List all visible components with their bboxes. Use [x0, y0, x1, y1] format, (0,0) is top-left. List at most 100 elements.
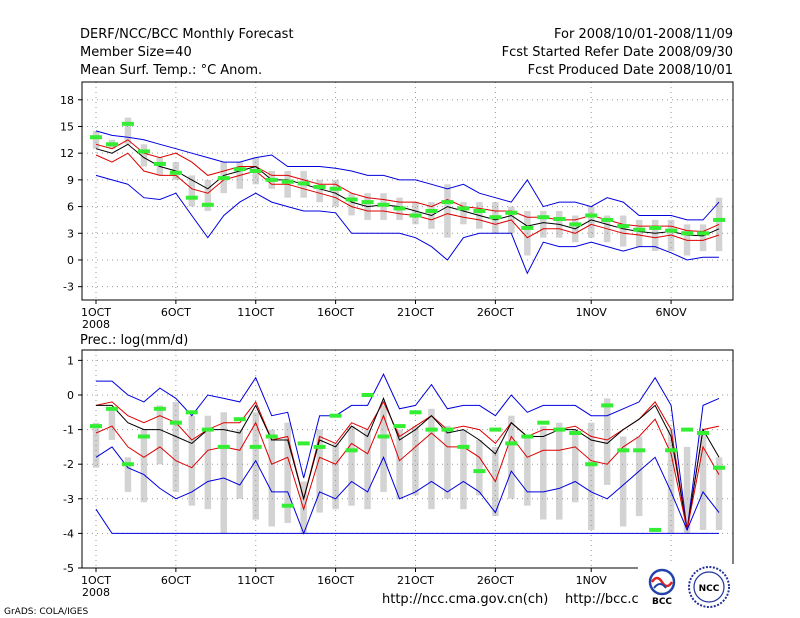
ensemble-box: [460, 202, 467, 225]
ensemble-box: [268, 429, 275, 527]
ensemble-box: [699, 224, 707, 252]
y-tick-label: 0: [67, 254, 74, 267]
x-tick-label: 11OCT: [237, 574, 274, 587]
ensemble-box: [172, 401, 180, 492]
observed-marker: [713, 217, 725, 222]
observed-marker: [713, 465, 725, 470]
observed-marker: [457, 206, 470, 211]
ensemble-box: [204, 179, 212, 211]
series-max-line: [96, 373, 720, 530]
x-tick-label: 21OCT: [397, 306, 434, 319]
observed-marker: [601, 403, 614, 408]
ensemble-box: [715, 197, 723, 252]
observed-marker: [377, 434, 390, 439]
ensemble-box: [412, 202, 419, 225]
ensemble-box: [92, 130, 100, 149]
observed-marker: [569, 222, 582, 227]
ensemble-box: [220, 412, 227, 534]
ensemble-box: [540, 426, 547, 520]
observed-marker: [281, 503, 294, 508]
x-tick-label: 1OCT: [81, 306, 111, 319]
ensemble-box: [188, 175, 196, 207]
ensemble-box: [124, 117, 132, 145]
observed-marker: [697, 431, 709, 435]
observed-marker: [617, 448, 630, 453]
ensemble-box: [460, 429, 467, 510]
ensemble-box: [635, 436, 643, 517]
observed-marker: [265, 434, 278, 439]
observed-marker: [649, 527, 662, 532]
observed-marker: [649, 225, 662, 230]
observed-marker: [185, 195, 198, 200]
observed-marker: [90, 424, 102, 429]
observed-marker: [425, 427, 438, 432]
observed-marker: [537, 215, 550, 220]
header-right-line2: Fcst Started Refer Date 2008/09/30: [502, 45, 733, 60]
x-tick-label: 1OCT: [81, 574, 111, 587]
ensemble-box: [540, 211, 547, 238]
ensemble-box: [619, 436, 627, 527]
observed-marker: [345, 448, 358, 453]
y-tick-label: 3: [67, 227, 74, 240]
observed-marker: [361, 393, 374, 397]
observed-marker: [233, 167, 246, 172]
series-p90-line: [95, 139, 720, 233]
observed-marker: [281, 179, 294, 184]
observed-marker: [361, 200, 374, 205]
observed-marker: [457, 444, 470, 449]
ncc-logo: NCC: [684, 564, 734, 610]
observed-marker: [201, 202, 214, 207]
observed-marker: [505, 210, 518, 215]
ensemble-box: [108, 408, 116, 440]
observed-marker: [137, 149, 150, 154]
observed-marker: [297, 441, 310, 446]
ensemble-box: [444, 184, 451, 238]
ensemble-box: [635, 219, 643, 247]
ensemble-box: [124, 457, 132, 492]
observed-marker: [537, 420, 550, 425]
observed-marker: [201, 427, 214, 432]
ncc-url[interactable]: http://ncc.cma.gov.cn(ch): [382, 592, 548, 607]
x-tick-label: 26OCT: [477, 574, 514, 587]
observed-marker: [601, 217, 614, 222]
series-min-line: [95, 174, 719, 275]
ensemble-box: [683, 446, 691, 534]
observed-marker: [106, 142, 118, 147]
observed-marker: [313, 444, 326, 449]
y-tick-label: -2: [63, 458, 74, 471]
observed-marker: [393, 206, 406, 211]
y-tick-label: 12: [60, 147, 74, 160]
plot-frame: [81, 349, 734, 569]
ensemble-box: [476, 440, 483, 496]
observed-marker: [681, 427, 694, 432]
x-tick-label: 6OCT: [161, 306, 191, 319]
observed-marker: [521, 225, 534, 230]
observed-marker: [569, 431, 582, 435]
observed-marker: [153, 406, 166, 411]
bcc-url[interactable]: http://bcc.c: [565, 592, 639, 607]
precip-panel-title: Prec.: log(mm/d): [80, 333, 188, 348]
temperature-panel: -3 0 3 6 9 12 15 18 1OCT 6OCT 11OCT 16OCT 21OCT 26OCT…: [60, 81, 734, 331]
x-tick-label: 6NOV: [655, 306, 687, 319]
ensemble-box: [603, 398, 611, 485]
ensemble-box: [332, 443, 339, 510]
observed-marker: [185, 410, 198, 415]
observed-marker: [425, 209, 438, 213]
observed-marker: [329, 186, 342, 191]
x-tick-label: 16OCT: [317, 306, 354, 319]
observed-marker: [665, 448, 678, 453]
y-tick-label: 15: [60, 120, 74, 133]
observed-marker: [585, 462, 598, 467]
observed-marker: [106, 406, 118, 411]
y-tick-label: -4: [63, 527, 74, 540]
ensemble-box: [348, 426, 355, 506]
ensemble-box: [236, 429, 243, 499]
observed-marker: [217, 444, 230, 449]
series-mean-line: [96, 397, 720, 530]
ensemble-box: [715, 457, 723, 530]
observed-marker: [441, 200, 454, 205]
observed-marker: [329, 413, 342, 418]
ensemble-box: [572, 429, 579, 503]
observed-marker: [265, 177, 278, 182]
observed-marker: [409, 213, 422, 218]
